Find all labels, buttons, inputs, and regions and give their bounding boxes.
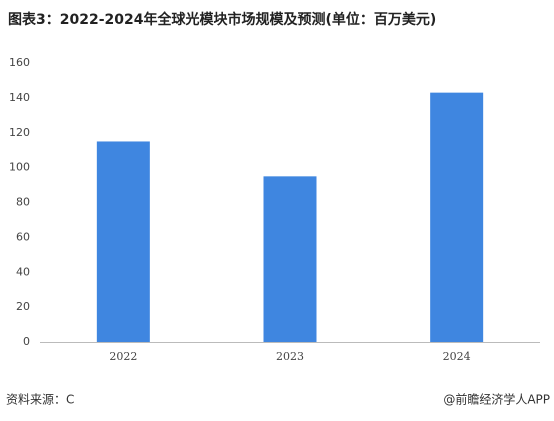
bar <box>430 92 484 342</box>
x-tick-label: 2023 <box>276 350 304 363</box>
x-tick-label: 2024 <box>443 350 471 363</box>
y-tick-label: 0 <box>23 335 30 348</box>
y-tick-label: 160 <box>9 56 30 69</box>
y-tick-label: 40 <box>16 265 30 278</box>
y-tick-label: 140 <box>9 91 30 104</box>
x-tick-label: 2022 <box>109 350 137 363</box>
y-tick-label: 80 <box>16 196 30 209</box>
bar <box>263 176 317 342</box>
y-tick-label: 120 <box>9 126 30 139</box>
chart-title: 图表3：2022-2024年全球光模块市场规模及预测(单位：百万美元) <box>8 11 436 28</box>
bar <box>96 141 150 342</box>
y-tick-label: 100 <box>9 161 30 174</box>
y-tick-label: 60 <box>16 230 30 243</box>
y-tick-label: 20 <box>16 300 30 313</box>
credit: @前瞻经济学人APP <box>443 392 550 407</box>
source: 资料来源：C <box>6 393 74 407</box>
